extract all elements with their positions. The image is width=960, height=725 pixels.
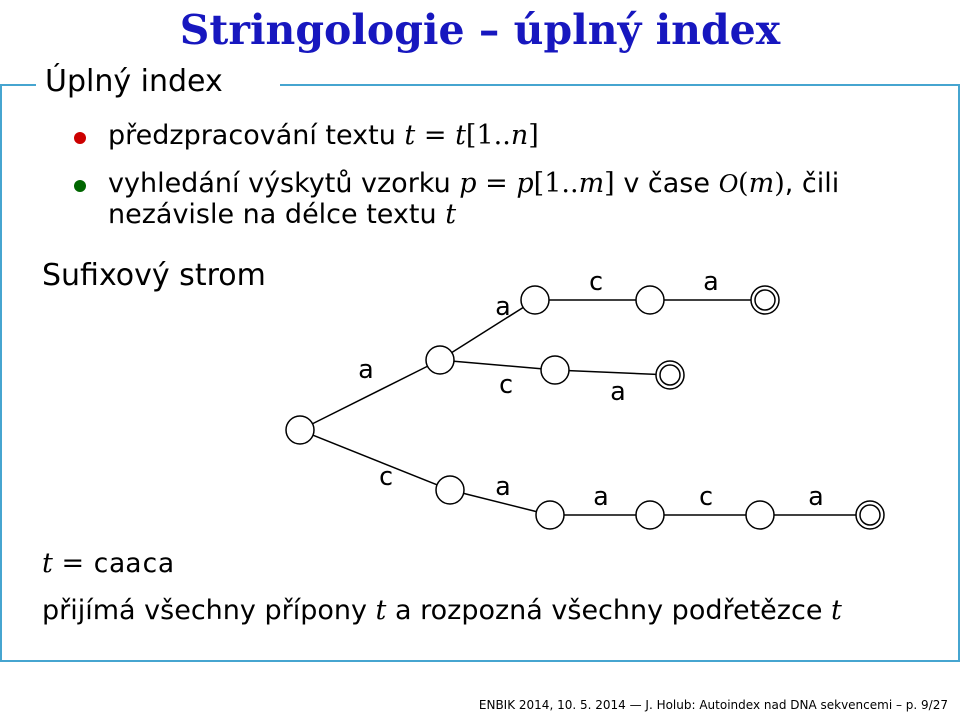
bullet-2-math2: O(m) [719, 168, 785, 199]
frame-line [0, 84, 2, 662]
bullet-2-pre: vyhledání výskytů vzorku [108, 168, 459, 199]
bullet-2-math1: p = p[1..m] [459, 168, 614, 199]
tree-node [636, 286, 664, 314]
slide: Stringologie – úplný index Úplný index p… [0, 0, 960, 725]
tree-node [426, 346, 454, 374]
bullet-2: vyhledání výskytů vzorku p = p[1..m] v č… [108, 168, 928, 230]
edge-label: a [495, 472, 511, 502]
bullet-1: předzpracování textu t = t[1..n] [108, 120, 539, 151]
edge-label: c [698, 482, 714, 512]
tree-node [636, 501, 664, 529]
frame-line [0, 660, 960, 662]
frame-line [280, 84, 960, 86]
tree-node [536, 501, 564, 529]
tree-node [521, 286, 549, 314]
tree-node [746, 501, 774, 529]
tree-node [541, 356, 569, 384]
edge-label: a [808, 482, 824, 512]
tree-node [436, 476, 464, 504]
t-assignment: t = caaca [42, 548, 174, 579]
subhead: Sufixový strom [42, 258, 266, 293]
bullet-dot-icon [74, 132, 86, 144]
edge-label: a [703, 267, 719, 297]
suffix-tree: a a c a c a c a a c a [250, 260, 910, 600]
edge-label: c [378, 462, 394, 492]
title-wrap: Stringologie – úplný index [0, 6, 960, 54]
accept-line: přijímá všechny přípony t a rozpozná vše… [42, 595, 842, 626]
tree-node [286, 416, 314, 444]
edge-label: a [610, 377, 626, 407]
bullet-1-text: předzpracování textu [108, 120, 404, 151]
t-value: caaca [93, 548, 174, 579]
edge-label: a [593, 482, 609, 512]
t-var: t [42, 548, 53, 579]
bullet-2-math3: t [445, 199, 456, 230]
frame-line [0, 84, 36, 86]
bullet-dot-icon [74, 180, 86, 192]
edge-label: a [495, 292, 511, 322]
accept-var1: t [376, 595, 387, 626]
bullet-1-math: t = t[1..n] [404, 120, 538, 151]
t-eq-sign: = [61, 548, 92, 579]
accept-pre: přijímá všechny přípony [42, 595, 376, 626]
accept-var2: t [831, 595, 842, 626]
accept-mid: a rozpozná všechny podřetězce [395, 595, 831, 626]
slide-title: Stringologie – úplný index [180, 6, 780, 54]
tree-svg: a a c a c a c a a c a [250, 260, 910, 600]
edge-label: c [498, 370, 514, 400]
edge-label: c [588, 267, 604, 297]
bullet-2-mid: v čase [623, 168, 718, 199]
block-title: Úplný index [45, 64, 223, 99]
edge-label: a [358, 355, 374, 385]
footer: ENBIK 2014, 10. 5. 2014 — J. Holub: Auto… [479, 698, 948, 712]
